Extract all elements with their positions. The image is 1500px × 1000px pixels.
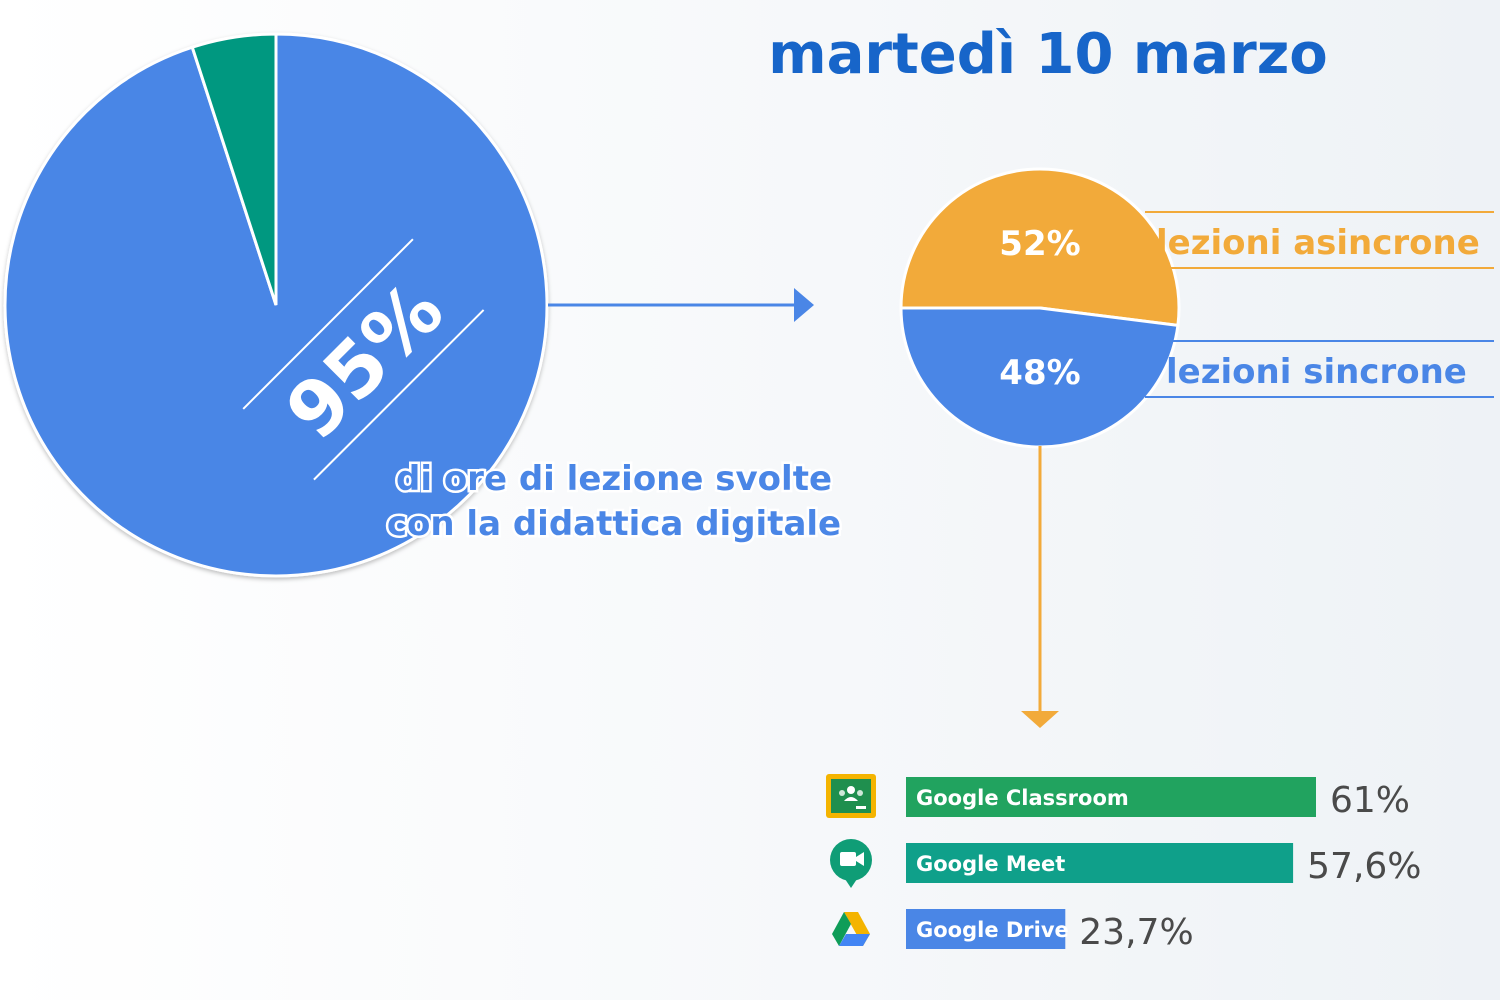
- bar-value-label-1: 61%: [1330, 780, 1410, 821]
- connector-arrow-right-head: [794, 288, 814, 322]
- bar-value-label-3: 23,7%: [1079, 912, 1193, 953]
- main-pie-chart: [3, 32, 549, 578]
- category-label-asincrone: lezioni asincrone: [1156, 223, 1480, 263]
- bar-category-label-1: Google Classroom: [916, 786, 1129, 810]
- bar-2: [906, 843, 1294, 883]
- category-label-sincrone: lezioni sincrone: [1166, 352, 1467, 392]
- split-pie-slice-2: [899, 306, 1180, 449]
- bar-category-label-3: Google Drive: [916, 918, 1069, 942]
- split-pie-slice-1: [899, 167, 1181, 328]
- usage-bar-chart: Google Classroom 61% Google Meet 57,6% Googl…: [906, 777, 1422, 953]
- main-pie-slice-2: [190, 32, 278, 306]
- split-pie-chart: [899, 167, 1181, 449]
- connector-arrow-down-head: [1021, 711, 1059, 728]
- bar-1: [906, 777, 1316, 817]
- bar-category-label-2: Google Meet: [916, 852, 1065, 876]
- pie-slice-label-52: 52%: [999, 224, 1080, 264]
- google-classroom-icon: [826, 774, 876, 818]
- bar-value-label-2: 57,6%: [1307, 846, 1421, 887]
- label-underline-top: [242, 238, 414, 410]
- pie-slice-label-48: 48%: [999, 353, 1080, 393]
- annotation-line-1: di ore di lezione svolte: [396, 459, 832, 499]
- date-title: martedì 10 marzo: [768, 22, 1328, 87]
- label-underline-bottom: [313, 309, 485, 481]
- bar-3: [906, 909, 1066, 949]
- annotation-line-2: con la didattica digitale: [387, 504, 841, 544]
- google-meet-icon: [830, 839, 872, 888]
- google-drive-icon: [832, 912, 870, 946]
